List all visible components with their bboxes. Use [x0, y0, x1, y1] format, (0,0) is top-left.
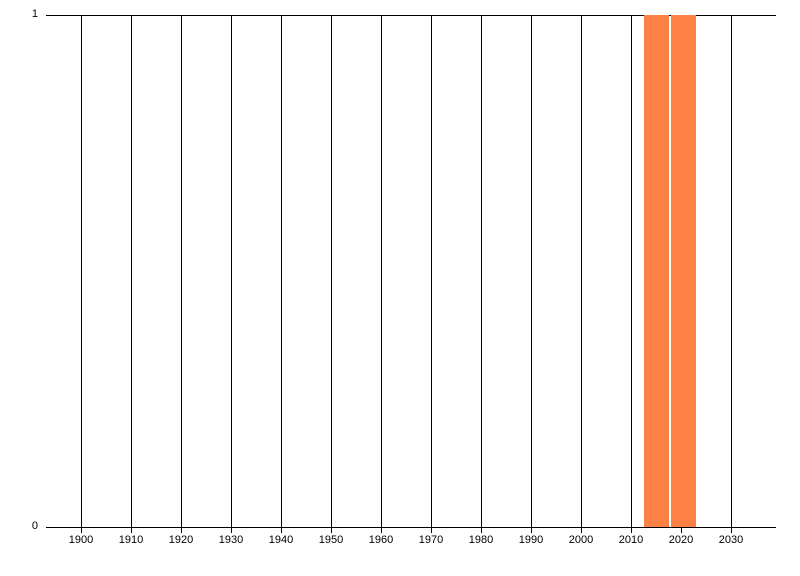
x-tick-label: 2020: [668, 534, 694, 546]
gridline-vertical: [331, 15, 332, 527]
x-tick-mark: [581, 527, 582, 533]
gridline-horizontal: [46, 15, 776, 16]
gridline-vertical: [381, 15, 382, 527]
x-tick-label: 1930: [218, 534, 244, 546]
x-tick-label: 2010: [618, 534, 644, 546]
x-tick-mark: [431, 527, 432, 533]
x-tick-label: 1910: [118, 534, 144, 546]
x-tick-mark: [731, 527, 732, 533]
gridline-vertical: [131, 15, 132, 527]
x-tick-label: 1940: [268, 534, 294, 546]
x-tick-mark: [81, 527, 82, 533]
gridline-vertical: [581, 15, 582, 527]
x-tick-mark: [231, 527, 232, 533]
x-tick-label: 1950: [318, 534, 344, 546]
y-tick-label: 1: [31, 8, 38, 20]
gridline-vertical: [281, 15, 282, 527]
x-tick-mark: [331, 527, 332, 533]
x-tick-label: 1990: [518, 534, 544, 546]
x-tick-mark: [281, 527, 282, 533]
y-tick-label: 0: [31, 520, 38, 532]
gridline-vertical: [231, 15, 232, 527]
x-tick-label: 1900: [68, 534, 94, 546]
x-tick-label: 1970: [418, 534, 444, 546]
x-tick-label: 1980: [468, 534, 494, 546]
gridline-vertical: [531, 15, 532, 527]
x-tick-mark: [131, 527, 132, 533]
x-tick-mark: [181, 527, 182, 533]
x-tick-label: 1960: [368, 534, 394, 546]
gridline-vertical: [731, 15, 732, 527]
x-tick-mark: [481, 527, 482, 533]
gridline-vertical: [181, 15, 182, 527]
x-tick-mark: [531, 527, 532, 533]
x-tick-label: 2000: [568, 534, 594, 546]
bar: [671, 15, 696, 527]
x-tick-label: 2030: [718, 534, 744, 546]
gridline-vertical: [81, 15, 82, 527]
x-axis-line: [46, 527, 776, 528]
x-tick-mark: [631, 527, 632, 533]
gridline-vertical: [631, 15, 632, 527]
gridline-vertical: [481, 15, 482, 527]
x-tick-mark: [681, 527, 682, 533]
gridline-vertical: [431, 15, 432, 527]
bar: [643, 15, 669, 527]
x-tick-mark: [381, 527, 382, 533]
x-tick-label: 1920: [168, 534, 194, 546]
